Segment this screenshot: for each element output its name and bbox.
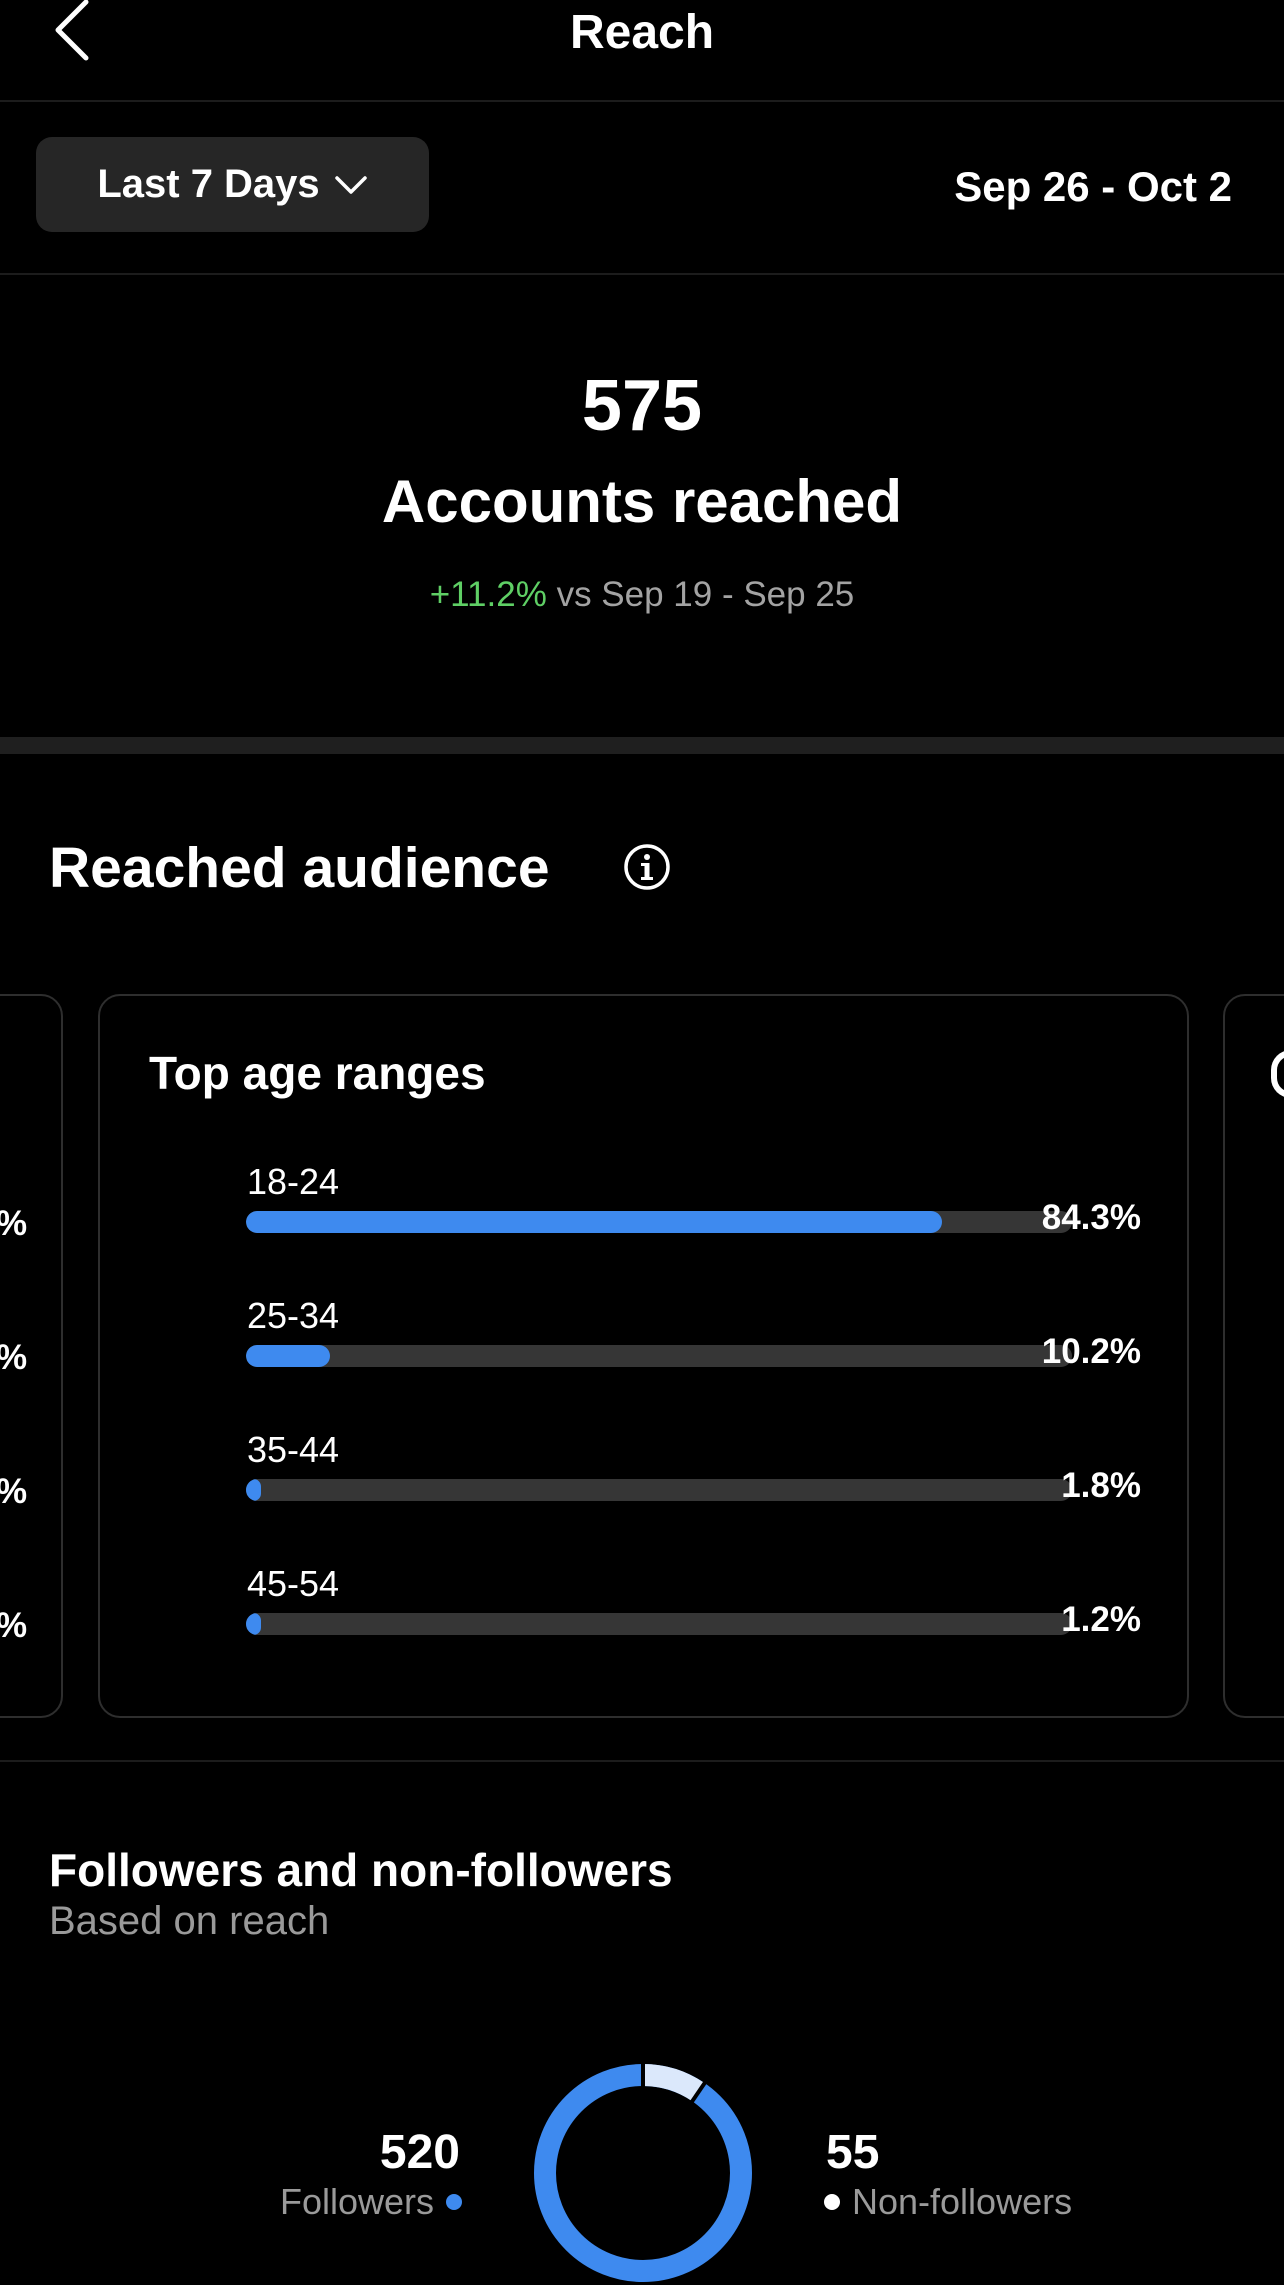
age-range-label: 18-24 bbox=[247, 1161, 340, 1202]
age-range-label: 45-54 bbox=[247, 1563, 340, 1604]
header-divider bbox=[0, 100, 1284, 102]
audience-card-previous[interactable]: % % % % bbox=[0, 994, 63, 1718]
change-percentage: +11.2% bbox=[429, 575, 547, 614]
age-range-label: 35-44 bbox=[247, 1429, 340, 1470]
audience-card-next[interactable] bbox=[1223, 994, 1284, 1718]
nonfollowers-legend: Non-followers bbox=[824, 2181, 1072, 2223]
comparison-line: +11.2% vs Sep 19 - Sep 25 bbox=[0, 575, 1284, 615]
age-range-bar-track bbox=[246, 1211, 1072, 1233]
age-range-bar-track bbox=[246, 1345, 1072, 1367]
partial-percentage: % bbox=[0, 1204, 27, 1244]
followers-legend: Followers bbox=[280, 2181, 462, 2223]
filter-divider bbox=[0, 273, 1284, 275]
chevron-down-icon bbox=[334, 175, 367, 194]
age-range-bar-fill bbox=[246, 1613, 261, 1635]
age-card-title: Top age ranges bbox=[149, 1047, 486, 1099]
age-range-percentage: 1.8% bbox=[1061, 1466, 1141, 1505]
nonfollowers-legend-label: Non-followers bbox=[852, 2181, 1073, 2222]
section-divider bbox=[0, 737, 1284, 754]
followers-section-subtitle: Based on reach bbox=[49, 1899, 330, 1943]
followers-count: 520 bbox=[379, 2126, 460, 2179]
nonfollowers-count: 55 bbox=[826, 2126, 880, 2179]
audience-divider bbox=[0, 1760, 1284, 1762]
age-range-bar-fill bbox=[246, 1479, 261, 1501]
partial-percentage: % bbox=[0, 1472, 27, 1512]
top-age-ranges-card[interactable]: Top age ranges 18-24 84.3% 25-34 10.2% 35-44… bbox=[98, 994, 1189, 1718]
followers-section-title: Followers and non-followers bbox=[49, 1844, 673, 1896]
age-range-percentage: 1.2% bbox=[1061, 1600, 1141, 1639]
followers-dot bbox=[446, 2194, 462, 2210]
date-range-dropdown[interactable]: Last 7 Days bbox=[36, 137, 429, 232]
info-button[interactable] bbox=[623, 843, 671, 891]
reached-audience-title: Reached audience bbox=[49, 836, 550, 900]
age-range-percentage: 84.3% bbox=[1041, 1198, 1141, 1237]
date-range-dropdown-label: Last 7 Days bbox=[97, 162, 320, 206]
chevron-left-icon bbox=[55, 0, 89, 61]
age-range-bar-track bbox=[246, 1479, 1072, 1501]
date-range-text: Sep 26 - Oct 2 bbox=[954, 163, 1232, 210]
back-button[interactable] bbox=[50, 0, 100, 62]
age-range-percentage: 10.2% bbox=[1041, 1332, 1141, 1371]
age-range-label: 25-34 bbox=[247, 1295, 340, 1336]
nonfollowers-dot bbox=[824, 2194, 840, 2210]
age-range-bar-fill bbox=[246, 1211, 943, 1233]
age-range-bar-track bbox=[246, 1613, 1072, 1635]
followers-donut-chart bbox=[534, 2063, 752, 2282]
accounts-reached-label: Accounts reached bbox=[381, 468, 903, 535]
accounts-reached-count: 575 bbox=[581, 366, 703, 446]
followers-legend-label: Followers bbox=[279, 2181, 434, 2222]
partial-percentage: % bbox=[0, 1606, 27, 1646]
age-range-bar-fill bbox=[246, 1345, 331, 1367]
info-icon bbox=[624, 844, 670, 890]
comparison-period: vs Sep 19 - Sep 25 bbox=[556, 575, 855, 614]
partial-percentage: % bbox=[0, 1338, 27, 1378]
page-title: Reach bbox=[569, 6, 715, 59]
nonfollowers-arc bbox=[642, 2064, 705, 2102]
partial-card-title-glyph bbox=[1271, 1050, 1284, 1098]
